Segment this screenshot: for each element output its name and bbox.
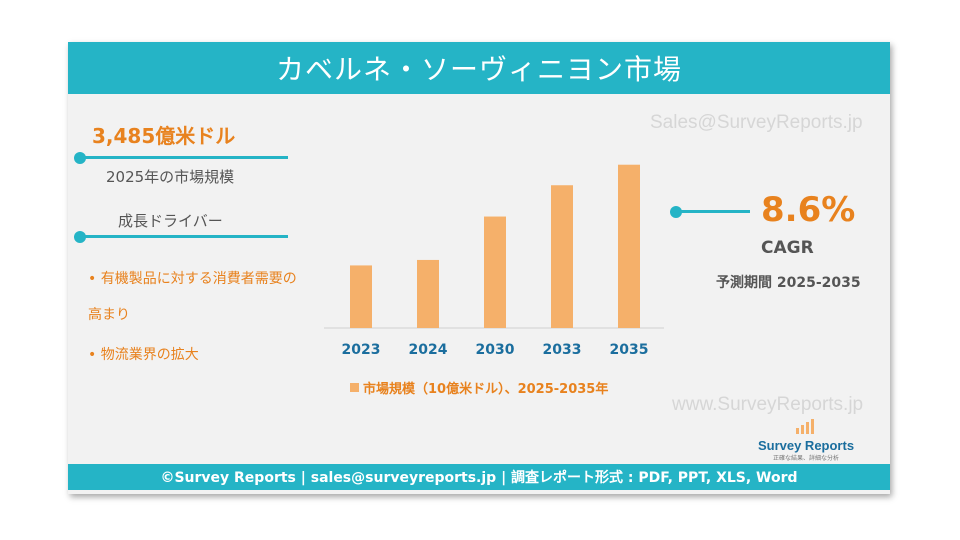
drivers-heading: 成長ドライバー (118, 212, 223, 230)
divider-line (676, 210, 750, 213)
bar-2030 (484, 216, 506, 328)
x-tick-label: 2035 (610, 342, 649, 358)
cagr-label: CAGR (761, 238, 814, 258)
bar-2033 (551, 185, 573, 328)
logo-tagline: 正確な結果、詳細な分析 (772, 455, 839, 462)
driver-item: 高まり (88, 307, 130, 323)
chart-legend: 市場規模（10億米ドル）、2025-2035年 (350, 378, 608, 397)
x-tick-label: 2033 (543, 342, 582, 358)
x-tick-label: 2024 (409, 342, 448, 358)
bar-2024 (417, 259, 439, 328)
x-tick-label: 2023 (342, 342, 381, 358)
x-tick-label: 2030 (476, 342, 515, 358)
logo-name: Survey Reports (757, 438, 855, 453)
cagr-value: 8.6% (761, 190, 856, 230)
legend-label: 市場規模（10億米ドル）、2025-2035年 (363, 382, 609, 397)
bar-2023 (350, 265, 372, 328)
bar-chart: 2023 2024 2030 2033 2035 (324, 164, 664, 358)
divider-line (80, 235, 288, 238)
market-size-value: 3,485億米ドル (92, 124, 236, 148)
forecast-period: 予測期間 2025-2035 (716, 275, 861, 291)
watermark-url: www.SurveyReports.jp (672, 394, 864, 415)
driver-item: • 物流業界の拡大 (88, 347, 199, 363)
watermark-email: Sales@SurveyReports.jp (650, 112, 863, 133)
bar-2035 (618, 164, 640, 328)
legend-swatch (350, 383, 359, 392)
infographic-card: カベルネ・ソーヴィニヨン市場 Sales@SurveyReports.jp ww… (68, 42, 890, 494)
footer: ©Survey Reports | sales@surveyreports.jp… (68, 464, 890, 490)
driver-item: • 有機製品に対する消費者需要の (88, 271, 297, 287)
divider-line (80, 156, 288, 159)
page-title: カベルネ・ソーヴィニヨン市場 (68, 42, 890, 94)
logo: Survey Reports 正確な結果、詳細な分析 (748, 418, 864, 462)
market-size-label: 2025年の市場規模 (106, 168, 235, 186)
bar-logo-icon (796, 419, 814, 434)
